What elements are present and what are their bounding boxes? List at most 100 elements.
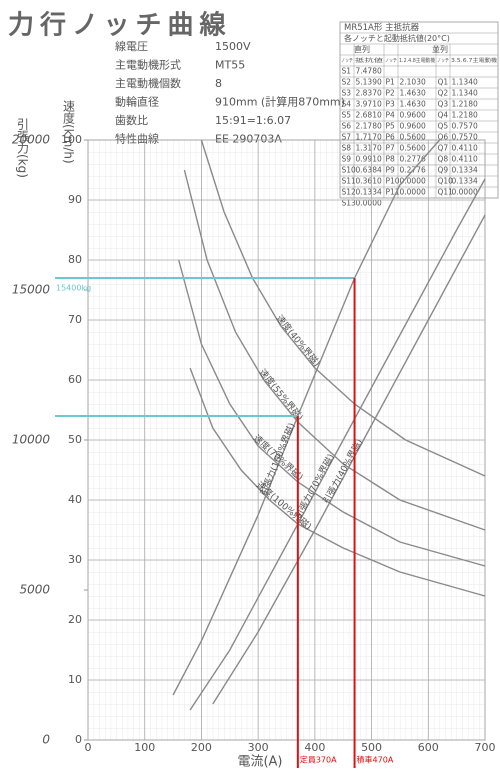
- table-cell: 0.6384: [356, 166, 382, 175]
- chart-title: 力行ノッチ曲線: [8, 10, 231, 41]
- table-header: ノッチ: [385, 58, 397, 64]
- spec-value: MT55: [215, 59, 245, 72]
- table-cell: Q7: [438, 144, 449, 153]
- table-cell: Q10: [438, 177, 454, 186]
- y-tick-label: 0: [75, 733, 82, 746]
- table-cell: 1.3170: [356, 144, 382, 153]
- table-cell: 2.1780: [356, 122, 382, 131]
- table-cell: S5: [342, 111, 352, 120]
- table-cell: P10: [386, 177, 400, 186]
- table-cell: S6: [342, 122, 352, 131]
- spec-value: 910mm (計算用870mm): [215, 95, 345, 109]
- table-cell: 0.4110: [452, 155, 478, 164]
- y-tick-label: 40: [68, 493, 82, 506]
- table-cell: Q3: [438, 100, 449, 109]
- table-cell: 0.7570: [452, 133, 478, 142]
- table-cell: S12: [342, 188, 357, 197]
- table-cell: 0.3610: [356, 177, 382, 186]
- table-subtitle: 各ノッチと起動抵抗値(20°C): [344, 33, 450, 43]
- current-guide-label: 積車470A: [357, 755, 394, 765]
- spec-label: 線電圧: [115, 40, 148, 53]
- x-tick-label: 300: [248, 741, 269, 754]
- table-cell: Q5: [438, 122, 449, 131]
- table-cell: Q4: [438, 111, 449, 120]
- table-cell: P4: [386, 111, 396, 120]
- spec-value: EE 290703A: [215, 133, 282, 146]
- table-cell: 0.4110: [452, 144, 478, 153]
- table-cell: S8: [342, 144, 352, 153]
- spec-label: 歯数比: [115, 114, 148, 127]
- table-header: 3.5.6.7主電動機: [451, 57, 497, 64]
- table-cell: 2.8370: [356, 89, 382, 98]
- table-cell: 1.7170: [356, 133, 382, 142]
- table-group: 直列: [354, 44, 370, 54]
- x-tick-label: 0: [85, 741, 92, 754]
- table-cell: P3: [386, 100, 396, 109]
- table-cell: 1.4630: [400, 100, 426, 109]
- spec-value: 8: [215, 77, 222, 90]
- y-tick-label: 90: [68, 193, 82, 206]
- table-cell: 0.1334: [452, 177, 478, 186]
- x-axis-title: 電流(A): [237, 755, 282, 770]
- table-cell: 0.1334: [452, 166, 478, 175]
- x-tick-label: 500: [361, 741, 382, 754]
- table-cell: S13: [342, 199, 357, 208]
- table-cell: 1.2180: [452, 111, 478, 120]
- table-cell: 2.1030: [400, 78, 426, 87]
- series-line: [189, 178, 486, 711]
- spec-label: 主電動機形式: [115, 58, 181, 72]
- x-tick-label: 200: [191, 741, 212, 754]
- table-cell: S4: [342, 100, 352, 109]
- y-tick-label: 80: [68, 253, 82, 266]
- table-header: ノッチ: [341, 58, 353, 64]
- table-cell: 0.9600: [400, 122, 426, 131]
- table-cell: 1.4630: [400, 89, 426, 98]
- table-cell: 3.9710: [356, 100, 382, 109]
- y2-tick-label: 10000: [12, 433, 51, 447]
- spec-label: 主電動機個数: [115, 76, 181, 90]
- y-tick-label: 30: [68, 553, 82, 566]
- spec-value: 1500V: [215, 40, 251, 53]
- spec-label: 動輪直径: [115, 95, 159, 109]
- table-cell: S2: [342, 78, 352, 87]
- table-cell: S10: [342, 166, 357, 175]
- table-cell: P9: [386, 166, 396, 175]
- table-cell: P6: [386, 133, 396, 142]
- x-tick-label: 600: [418, 741, 439, 754]
- table-cell: 0.5600: [400, 144, 426, 153]
- table-header: ノッチ: [437, 58, 449, 64]
- y-tick-label: 60: [68, 373, 82, 386]
- series-line: [183, 169, 486, 531]
- spec-label: 特性曲線: [115, 132, 159, 146]
- table-cell: 7.4780: [356, 67, 382, 76]
- y2-axis-title: 引張力(kg): [16, 118, 30, 178]
- force-guide-label: 15400kg: [56, 284, 91, 293]
- table-cell: 1.1340: [452, 89, 478, 98]
- table-cell: Q6: [438, 133, 449, 142]
- y-axis-title: 速度(km/h): [62, 100, 76, 164]
- series-line: [212, 214, 486, 705]
- table-cell: P11: [386, 188, 400, 197]
- x-tick-label: 700: [475, 741, 496, 754]
- table-cell: 0.9910: [356, 155, 382, 164]
- spec-value: 15:91=1:6.07: [215, 114, 291, 127]
- table-cell: 0.0000: [400, 177, 426, 186]
- y-tick-label: 50: [68, 433, 82, 446]
- current-guide-label: 定員370A: [300, 756, 337, 765]
- table-cell: P7: [386, 144, 396, 153]
- x-tick-label: 100: [134, 741, 155, 754]
- table-cell: 0.0000: [400, 188, 426, 197]
- table-cell: 0.5600: [400, 133, 426, 142]
- y-tick-label: 100: [61, 133, 82, 146]
- table-header: 抵抗値: [355, 57, 383, 64]
- y2-tick-label: 20000: [12, 133, 51, 147]
- table-cell: S7: [342, 133, 352, 142]
- y-tick-label: 20: [68, 613, 82, 626]
- table-cell: Q1: [438, 78, 449, 87]
- table-cell: 0.2776: [400, 155, 426, 164]
- table-cell: 2.6810: [356, 111, 382, 120]
- y2-tick-label: 0: [42, 733, 50, 747]
- y2-tick-label: 15000: [12, 283, 51, 297]
